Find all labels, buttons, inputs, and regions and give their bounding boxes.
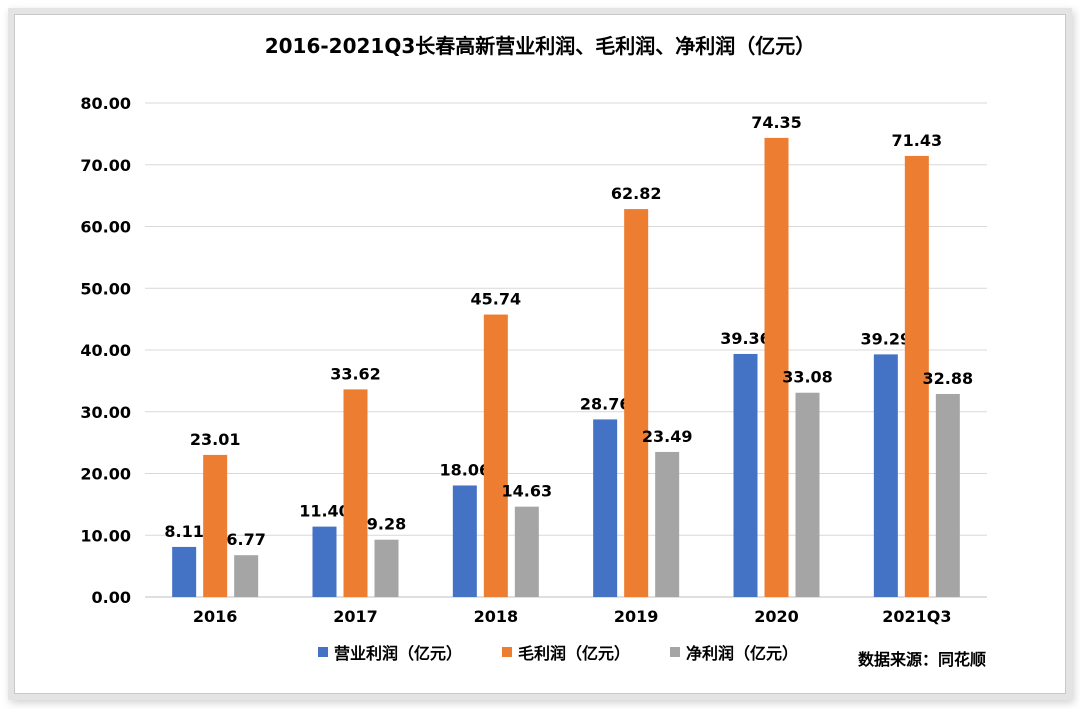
chart-title: 2016-2021Q3长春高新营业利润、毛利润、净利润（亿元） <box>264 34 816 58</box>
data-source-note: 数据来源：同花顺 <box>858 650 987 669</box>
bar-gross-profit <box>904 155 929 598</box>
bar-gross-profit <box>483 314 508 597</box>
bar-net-profit <box>374 539 399 597</box>
y-tick-label: 20.00 <box>80 465 131 484</box>
legend-swatch-operating-profit <box>318 647 328 657</box>
bar-net-profit <box>234 555 259 597</box>
bar-net-profit <box>795 392 820 597</box>
data-label: 28.76 <box>580 394 631 413</box>
x-tick-label: 2016 <box>193 607 238 626</box>
x-tick-label: 2020 <box>754 607 799 626</box>
y-tick-label: 70.00 <box>80 156 131 175</box>
data-label: 8.11 <box>164 522 203 541</box>
data-label: 39.36 <box>720 329 771 348</box>
bar-gross-profit <box>764 137 789 598</box>
data-label: 6.77 <box>226 530 265 549</box>
bar-gross-profit <box>343 389 368 597</box>
legend-swatch-net-profit <box>670 647 681 657</box>
data-label: 39.29 <box>861 329 912 348</box>
legend-item-operating-profit: 营业利润（亿元） <box>318 640 462 664</box>
legend-item-gross-profit: 毛利润（亿元） <box>502 640 630 664</box>
bar-operating-profit <box>452 485 477 597</box>
y-tick-label: 40.00 <box>80 341 131 360</box>
y-tick-label: 60.00 <box>80 218 131 237</box>
bar-operating-profit <box>312 526 337 597</box>
data-label: 23.49 <box>642 427 693 446</box>
legend-label-gross-profit: 毛利润（亿元） <box>518 644 631 663</box>
data-label: 11.40 <box>299 502 350 521</box>
data-label: 71.43 <box>892 131 943 150</box>
x-tick-label: 2021Q3 <box>882 607 951 626</box>
y-tick-label: 0.00 <box>92 588 131 607</box>
data-label: 18.06 <box>440 460 491 479</box>
y-tick-label: 80.00 <box>80 94 131 113</box>
data-label: 14.63 <box>502 482 553 501</box>
data-label: 33.08 <box>782 368 833 387</box>
data-label: 23.01 <box>190 430 241 449</box>
data-label: 9.28 <box>367 515 406 534</box>
y-tick-label: 30.00 <box>80 403 131 422</box>
bar-operating-profit <box>172 546 197 597</box>
bar-net-profit <box>935 393 960 597</box>
x-tick-label: 2019 <box>614 607 659 626</box>
bar-net-profit <box>655 451 680 597</box>
bar-net-profit <box>514 506 539 597</box>
bar-gross-profit <box>203 454 228 597</box>
legend-label-net-profit: 净利润（亿元） <box>686 644 799 663</box>
x-tick-label: 2017 <box>333 607 378 626</box>
y-tick-label: 50.00 <box>80 279 131 298</box>
bar-gross-profit <box>624 209 649 598</box>
bar-operating-profit <box>593 419 618 597</box>
data-label: 45.74 <box>471 290 522 309</box>
legend: 营业利润（亿元） 毛利润（亿元） 净利润（亿元） <box>318 640 798 664</box>
x-tick-label: 2018 <box>474 607 519 626</box>
legend-label-operating-profit: 营业利润（亿元） <box>334 644 463 663</box>
data-label: 62.82 <box>611 184 662 203</box>
bar-operating-profit <box>733 353 758 597</box>
bar-operating-profit <box>873 354 898 597</box>
legend-item-net-profit: 净利润（亿元） <box>670 640 798 664</box>
data-label: 33.62 <box>330 364 381 383</box>
data-label: 74.35 <box>751 113 802 132</box>
legend-swatch-gross-profit <box>502 647 513 657</box>
data-label: 32.88 <box>923 369 974 388</box>
y-tick-label: 10.00 <box>80 526 131 545</box>
